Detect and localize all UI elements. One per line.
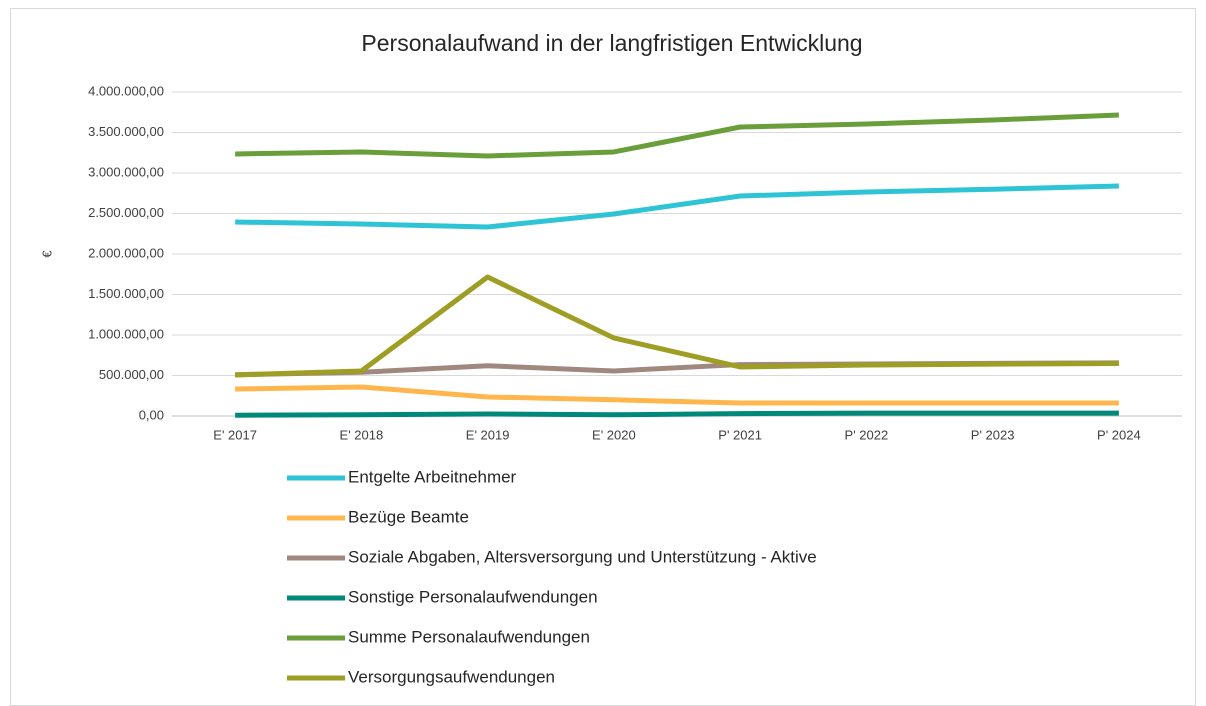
legend-label: Soziale Abgaben, Altersversorgung und Un… <box>348 547 817 566</box>
y-tick-label: 0,00 <box>139 407 164 422</box>
y-tick-label: 3.000.000,00 <box>88 164 164 179</box>
series-line <box>235 183 1119 230</box>
series-line <box>235 274 1119 378</box>
series-line <box>235 410 1119 418</box>
x-tick-label: E' 2018 <box>340 427 384 442</box>
x-tick-label: P' 2024 <box>1097 427 1141 442</box>
x-tick-label: P' 2021 <box>718 427 762 442</box>
y-tick-label: 1.000.000,00 <box>88 326 164 341</box>
legend-label: Entgelte Arbeitnehmer <box>348 467 517 486</box>
x-tick-label: E' 2017 <box>213 427 257 442</box>
x-tick-label: E' 2019 <box>466 427 510 442</box>
series-line <box>235 384 1119 406</box>
x-tick-label: E' 2020 <box>592 427 636 442</box>
y-axis-label: € <box>39 250 54 258</box>
y-tick-label: 2.500.000,00 <box>88 205 164 220</box>
y-tick-label: 4.000.000,00 <box>88 83 164 98</box>
chart-frame <box>10 8 1196 706</box>
y-tick-label: 2.000.000,00 <box>88 245 164 260</box>
y-tick-label: 3.500.000,00 <box>88 124 164 139</box>
legend-label: Bezüge Beamte <box>348 507 469 526</box>
y-tick-label: 500.000,00 <box>99 367 164 382</box>
y-tick-label: 1.500.000,00 <box>88 286 164 301</box>
x-tick-label: P' 2022 <box>845 427 889 442</box>
legend-label: Versorgungsaufwendungen <box>348 667 555 686</box>
legend-label: Sonstige Personalaufwendungen <box>348 587 598 606</box>
x-tick-label: P' 2023 <box>971 427 1015 442</box>
legend-label: Summe Personalaufwendungen <box>348 627 590 646</box>
chart-title: Personalaufwand in der langfristigen Ent… <box>361 30 862 56</box>
series-line <box>235 112 1119 159</box>
